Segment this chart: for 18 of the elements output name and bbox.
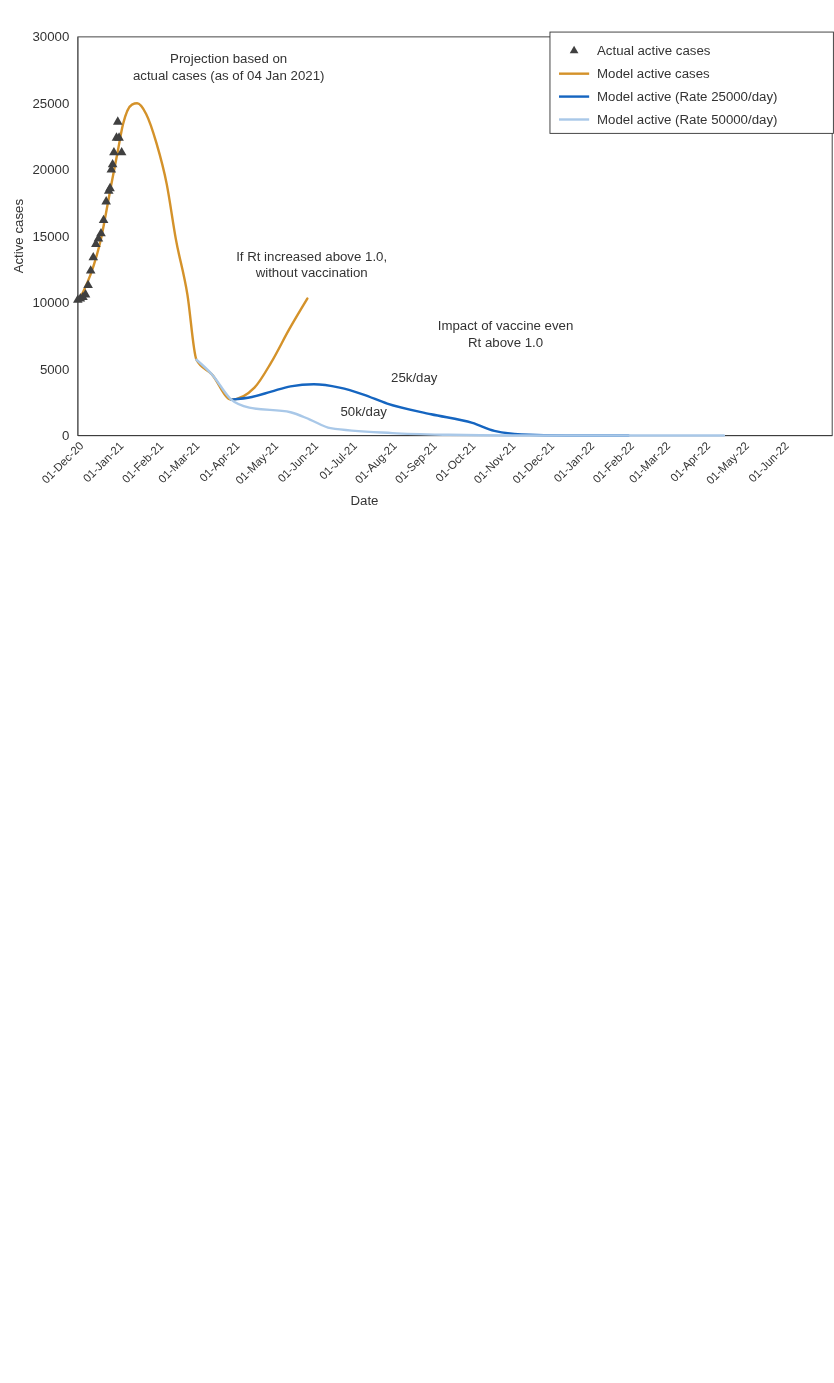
- legend-label: Actual active cases: [597, 43, 711, 59]
- y-tick-label: 30000: [32, 29, 70, 45]
- annotation: 50k/day: [340, 404, 388, 420]
- y-tick-label: 15000: [32, 228, 70, 244]
- annotation: Impact of vaccine even Rt above 1.0: [437, 318, 574, 350]
- annotation: 25k/day: [391, 369, 438, 385]
- y-tick-label: 25000: [32, 95, 70, 111]
- y-tick-label: 10000: [32, 295, 70, 311]
- y-axis-title: Active cases: [10, 198, 26, 274]
- annotation: If Rt increased above 1.0, without vaccination: [236, 248, 388, 280]
- legend-label: Model active cases: [597, 66, 711, 82]
- legend-label: Model active (Rate 50000/day): [597, 112, 778, 128]
- annotation: Projection based on actual cases (as of 04 Jan 2021): [132, 51, 325, 83]
- legend-label: Model active (Rate 25000/day): [597, 89, 778, 105]
- x-axis-title: Date: [350, 493, 379, 509]
- y-tick-label: 20000: [32, 162, 70, 178]
- y-tick-label: 5000: [39, 361, 70, 377]
- y-tick-label: 0: [61, 428, 70, 444]
